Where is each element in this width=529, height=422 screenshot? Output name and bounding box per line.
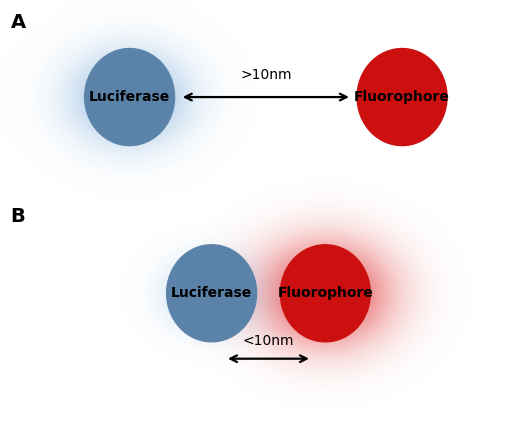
Ellipse shape (357, 49, 447, 146)
Text: Fluorophore: Fluorophore (354, 90, 450, 104)
Text: Fluorophore: Fluorophore (277, 286, 373, 300)
Text: A: A (11, 13, 26, 32)
Text: Luciferase: Luciferase (171, 286, 252, 300)
Text: Luciferase: Luciferase (89, 90, 170, 104)
Ellipse shape (85, 49, 175, 146)
Text: <10nm: <10nm (243, 334, 294, 348)
Text: B: B (11, 207, 25, 226)
Text: >10nm: >10nm (240, 68, 291, 82)
Ellipse shape (280, 245, 370, 342)
Ellipse shape (167, 245, 257, 342)
